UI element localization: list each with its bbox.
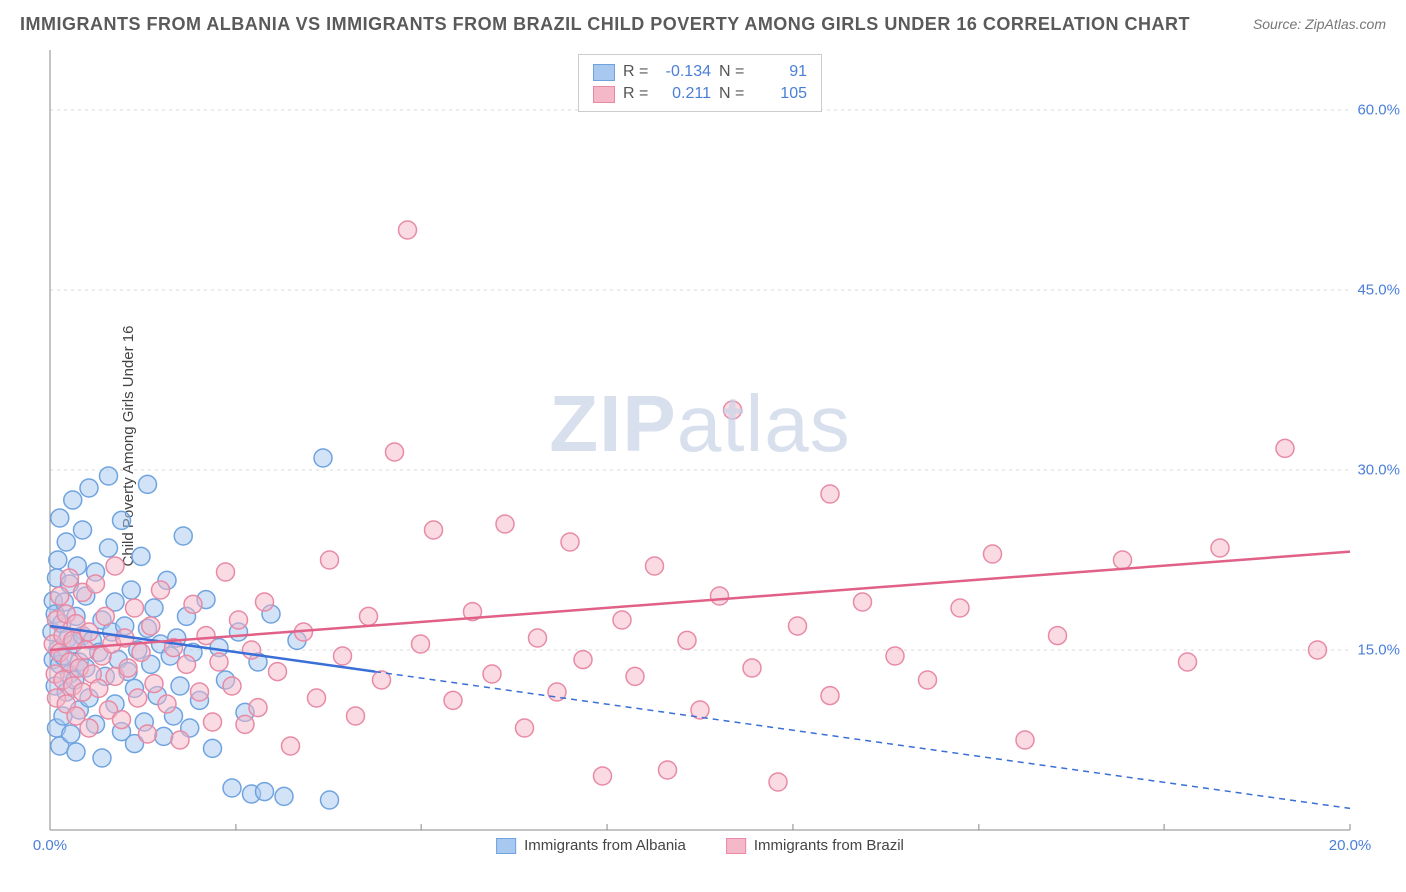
y-tick-label: 30.0% — [1354, 462, 1400, 479]
albania-label: Immigrants from Albania — [524, 837, 686, 854]
n-label: N = — [719, 83, 749, 105]
legend-row-brazil: R = 0.211 N = 105 — [593, 83, 807, 105]
r-value-brazil: 0.211 — [661, 83, 711, 105]
source-label: Source: ZipAtlas.com — [1253, 16, 1386, 32]
x-tick-label: 0.0% — [33, 837, 67, 854]
y-tick-label: 45.0% — [1354, 282, 1400, 299]
r-value-albania: -0.134 — [661, 61, 711, 83]
n-value-albania: 91 — [757, 61, 807, 83]
brazil-label: Immigrants from Brazil — [754, 837, 904, 854]
n-value-brazil: 105 — [757, 83, 807, 105]
albania-swatch-icon — [496, 838, 516, 854]
brazil-swatch-icon — [726, 838, 746, 854]
legend-item-brazil: Immigrants from Brazil — [726, 837, 904, 854]
y-tick-label: 15.0% — [1354, 642, 1400, 659]
r-label: R = — [623, 83, 653, 105]
watermark: ZIPatlas — [549, 378, 850, 470]
y-tick-label: 60.0% — [1354, 102, 1400, 119]
chart-title: IMMIGRANTS FROM ALBANIA VS IMMIGRANTS FR… — [20, 14, 1190, 35]
legend-item-albania: Immigrants from Albania — [496, 837, 686, 854]
correlation-legend: R = -0.134 N = 91 R = 0.211 N = 105 — [578, 54, 822, 112]
series-legend: Immigrants from Albania Immigrants from … — [496, 837, 904, 854]
legend-row-albania: R = -0.134 N = 91 — [593, 61, 807, 83]
x-tick-label: 20.0% — [1329, 837, 1372, 854]
albania-swatch — [593, 64, 615, 81]
r-label: R = — [623, 61, 653, 83]
brazil-swatch — [593, 86, 615, 103]
n-label: N = — [719, 61, 749, 83]
plot-area: ZIPatlas R = -0.134 N = 91 R = 0.211 N =… — [50, 50, 1350, 830]
